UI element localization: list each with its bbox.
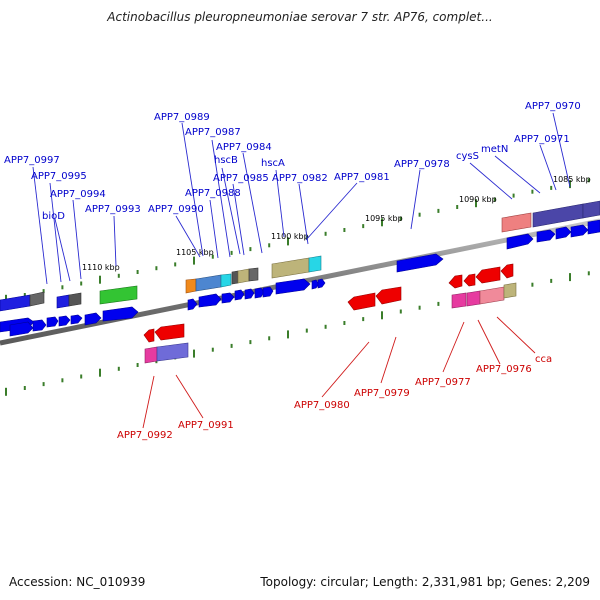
ruler-label-1100: 1100 kbp xyxy=(271,232,309,241)
map-title: Actinobacillus pleuropneumoniae serovar … xyxy=(107,10,493,24)
cds-arrow[interactable] xyxy=(311,279,320,290)
cds-arrow[interactable] xyxy=(536,229,556,243)
feature-box[interactable] xyxy=(231,270,239,285)
cds-arrow[interactable] xyxy=(198,293,222,308)
gene-label-app7-0988[interactable]: APP7_0988 xyxy=(185,188,241,199)
feature-box[interactable] xyxy=(582,200,600,219)
gene-label-app7-0993[interactable]: APP7_0993 xyxy=(85,204,141,215)
cds-arrow[interactable] xyxy=(500,263,514,279)
topology-summary: Topology: circular; Length: 2,331,981 bp… xyxy=(260,575,590,589)
cds-arrow[interactable] xyxy=(317,278,326,289)
cds-arrow[interactable] xyxy=(587,219,600,235)
cds-arrow[interactable] xyxy=(262,286,274,298)
forward-feature-track xyxy=(0,200,600,312)
gene-label-cyss[interactable]: cysS xyxy=(456,151,479,162)
feature-box[interactable] xyxy=(56,294,70,309)
gene-label-app7-0994[interactable]: APP7_0994 xyxy=(50,189,106,200)
cds-arrow[interactable] xyxy=(9,321,34,337)
ruler-label-1085: 1085 kbp xyxy=(553,175,591,184)
gene-label-app7-0971[interactable]: APP7_0971 xyxy=(514,134,570,145)
cds-arrow[interactable] xyxy=(475,266,501,284)
cds-arrow[interactable] xyxy=(555,226,572,240)
ruler-label-1090: 1090 kbp xyxy=(459,195,497,204)
cds-arrow[interactable] xyxy=(347,292,376,311)
gene-label-app7-0995[interactable]: APP7_0995 xyxy=(31,171,87,182)
cds-arrow[interactable] xyxy=(570,224,589,238)
feature-box[interactable] xyxy=(156,342,189,362)
cds-arrow[interactable] xyxy=(221,292,235,304)
ruler-label-1095: 1095 kbp xyxy=(365,214,403,223)
feature-box[interactable] xyxy=(237,268,250,284)
cds-arrow[interactable] xyxy=(70,314,83,325)
gene-label-hscb[interactable]: hscB xyxy=(214,155,238,166)
gene-label-app7-0981[interactable]: APP7_0981 xyxy=(334,172,390,183)
gene-label-app7-0984[interactable]: APP7_0984 xyxy=(216,142,272,153)
feature-box[interactable] xyxy=(503,282,517,299)
gene-label-app7-0982[interactable]: APP7_0982 xyxy=(272,173,328,184)
gene-label-app7-0977[interactable]: APP7_0977 xyxy=(415,377,471,388)
gene-label-app7-0989[interactable]: APP7_0989 xyxy=(154,112,210,123)
cds-arrow[interactable] xyxy=(154,323,185,341)
feature-box[interactable] xyxy=(0,294,31,312)
gene-label-app7-0976[interactable]: APP7_0976 xyxy=(476,364,532,375)
feature-box[interactable] xyxy=(68,292,82,307)
gene-label-app7-0978[interactable]: APP7_0978 xyxy=(394,159,450,170)
cds-arrow[interactable] xyxy=(506,233,534,250)
cds-arrow[interactable] xyxy=(463,273,476,287)
feature-box[interactable] xyxy=(248,267,259,282)
reverse-cds-track xyxy=(143,263,514,343)
gene-label-metn[interactable]: metN xyxy=(481,144,508,155)
feature-box[interactable] xyxy=(501,212,532,233)
cds-arrow[interactable] xyxy=(32,319,47,332)
cds-arrow[interactable] xyxy=(448,274,463,289)
cds-arrow[interactable] xyxy=(102,306,139,322)
feature-box[interactable] xyxy=(271,257,310,279)
gene-label-hsca[interactable]: hscA xyxy=(261,158,285,169)
cds-arrow[interactable] xyxy=(46,316,59,328)
reverse-feature-track xyxy=(144,282,517,364)
cds-arrow[interactable] xyxy=(234,289,245,301)
feature-box[interactable] xyxy=(99,285,138,305)
gene-label-app7-0990[interactable]: APP7_0990 xyxy=(148,204,204,215)
forward-cds-track xyxy=(0,219,600,337)
gene-label-app7-0979[interactable]: APP7_0979 xyxy=(354,388,410,399)
feature-box[interactable] xyxy=(220,273,232,288)
gene-label-biod[interactable]: bioD xyxy=(42,211,65,222)
gene-label-app7-0980[interactable]: APP7_0980 xyxy=(294,400,350,411)
gene-label-app7-0987[interactable]: APP7_0987 xyxy=(185,127,241,138)
cds-arrow[interactable] xyxy=(396,253,444,273)
gene-label-app7-0997[interactable]: APP7_0997 xyxy=(4,155,60,166)
feature-box[interactable] xyxy=(451,292,467,309)
cds-arrow[interactable] xyxy=(244,288,255,300)
cds-arrow[interactable] xyxy=(84,312,102,326)
gene-label-app7-0970[interactable]: APP7_0970 xyxy=(525,101,581,112)
label-connectors xyxy=(32,112,571,429)
feature-box[interactable] xyxy=(195,274,222,292)
gene-label-app7-0992[interactable]: APP7_0992 xyxy=(117,430,173,441)
gene-label-cca[interactable]: cca xyxy=(535,354,552,365)
cds-arrow[interactable] xyxy=(375,286,402,305)
forward-gene-labels: APP7_0997 APP7_0995 bioD APP7_0994 APP7_… xyxy=(4,101,581,222)
cds-arrow[interactable] xyxy=(187,298,198,311)
reverse-gene-labels: APP7_0992 APP7_0991 APP7_0980 APP7_0979 … xyxy=(117,354,552,441)
ruler-label-1110: 1110 kbp xyxy=(82,263,120,272)
cds-arrow[interactable] xyxy=(254,287,265,299)
accession-label: Accession: NC_010939 xyxy=(9,575,146,589)
feature-box[interactable] xyxy=(144,346,158,364)
ruler-label-1105: 1105 kbp xyxy=(176,248,214,257)
ruler-labels: 1110 kbp 1105 kbp 1100 kbp 1095 kbp 1090… xyxy=(82,175,591,272)
gene-label-app7-0991[interactable]: APP7_0991 xyxy=(178,420,234,431)
cds-arrow[interactable] xyxy=(275,278,311,295)
cds-arrow[interactable] xyxy=(143,328,155,343)
feature-box[interactable] xyxy=(479,286,505,305)
feature-box[interactable] xyxy=(185,278,197,294)
feature-box[interactable] xyxy=(308,255,322,273)
feature-box[interactable] xyxy=(466,290,481,307)
cds-arrow[interactable] xyxy=(58,315,71,327)
feature-box[interactable] xyxy=(29,291,45,307)
gene-label-app7-0985[interactable]: APP7_0985 xyxy=(213,173,269,184)
